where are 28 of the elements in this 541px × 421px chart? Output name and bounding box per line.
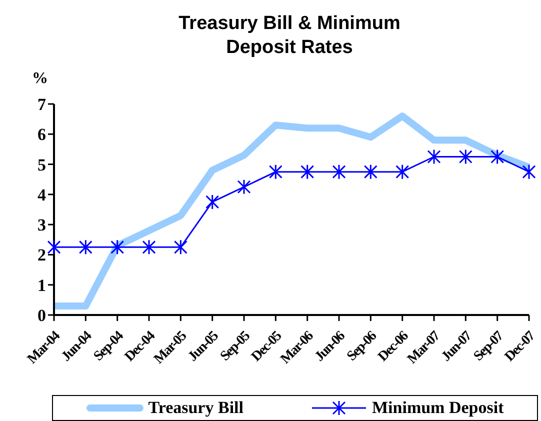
point: [396, 164, 410, 180]
y-axis-title: %: [32, 70, 48, 88]
point: [300, 164, 314, 180]
y-tick-label: 0: [38, 306, 46, 326]
point: [522, 164, 536, 180]
point: [364, 164, 378, 180]
point: [110, 239, 124, 255]
point: [268, 164, 282, 180]
point: [490, 149, 504, 164]
point: [142, 239, 156, 255]
point: [427, 149, 441, 164]
y-tick-label: 7: [38, 95, 46, 114]
y-tick-label: 4: [38, 185, 46, 204]
point: [332, 164, 346, 180]
point: [237, 179, 251, 195]
point: [78, 239, 92, 255]
point: [47, 239, 61, 255]
y-tick-label: 3: [38, 216, 46, 235]
point: [174, 239, 188, 255]
point: [206, 194, 220, 210]
legend-label: Treasury Bill: [148, 398, 244, 418]
point: [458, 149, 472, 164]
y-tick-label: 1: [38, 276, 46, 295]
y-tick-label: 6: [38, 125, 46, 144]
y-tick-label: 2: [38, 246, 46, 265]
chart-title: Treasury Bill & Minimum Deposit Rates: [178, 12, 402, 60]
legend-label: Minimum Deposit: [372, 398, 504, 418]
y-tick-label: 5: [38, 155, 46, 174]
